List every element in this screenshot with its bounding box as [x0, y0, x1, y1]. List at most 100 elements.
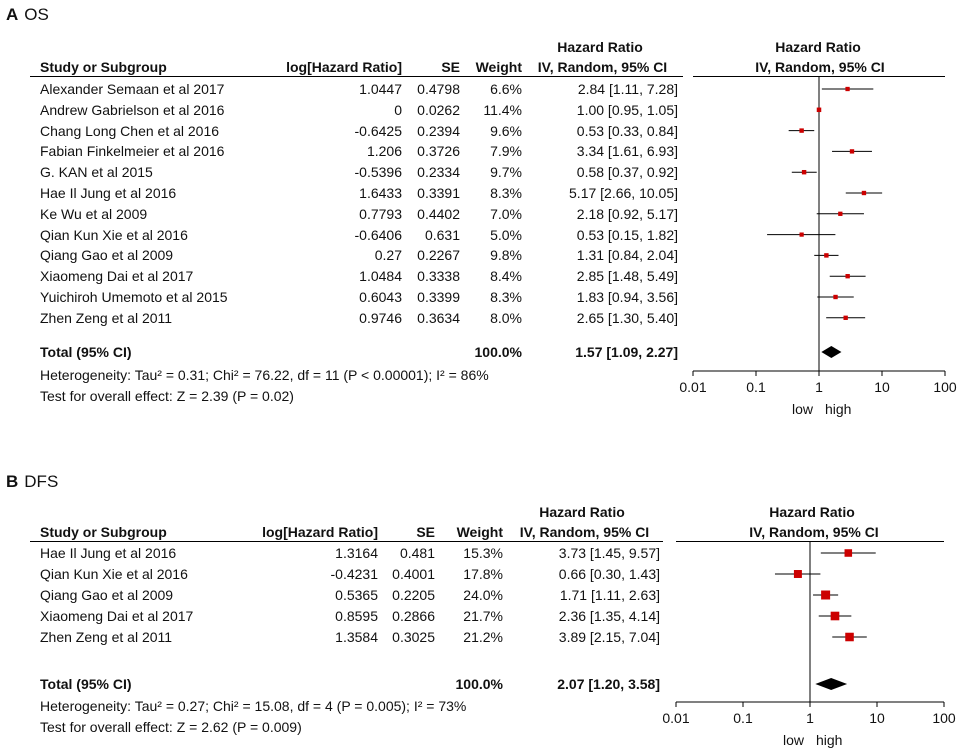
pooled-effect-diamond [821, 346, 842, 358]
se-value: 0.2267 [417, 247, 460, 263]
point-estimate-marker [845, 86, 850, 92]
se-value: 0.2334 [417, 164, 460, 180]
se-value: 0.2205 [392, 587, 435, 603]
study-name: Qian Kun Xie et al 2016 [40, 566, 188, 582]
loghr-value: 1.3164 [335, 545, 378, 561]
ci-value: 1.71 [1.11, 2.63] [559, 587, 660, 603]
loghr-value: 0.9746 [359, 310, 402, 326]
se-value: 0.631 [424, 227, 460, 243]
header-loghr: log[Hazard Ratio] [262, 524, 378, 540]
ci-value: 1.83 [0.94, 3.56] [576, 289, 678, 305]
forest-panel-dfs: B DFS Hazard Ratio Hazard Ratio Study or … [0, 466, 963, 748]
loghr-value: 1.6433 [359, 185, 402, 201]
loghr-value: 0.7793 [359, 206, 402, 222]
weight-value: 5.0% [490, 227, 522, 243]
loghr-value: -0.5396 [354, 164, 402, 180]
loghr-value: 1.206 [366, 143, 402, 159]
forest-plot-os: 0.01 0.1 1 10 100 low high [679, 76, 957, 417]
overall-effect-text: Test for overall effect: Z = 2.62 (P = 0… [40, 719, 302, 735]
se-value: 0.3338 [417, 268, 460, 284]
panel-b-letter: B [6, 472, 19, 491]
study-name: Xiaomeng Dai et al 2017 [40, 268, 194, 284]
loghr-value: 1.3584 [335, 629, 378, 645]
ci-value: 3.34 [1.61, 6.93] [576, 143, 678, 159]
weight-value: 9.7% [490, 164, 522, 180]
ci-value: 2.84 [1.11, 7.28] [577, 81, 678, 97]
point-estimate-marker [816, 107, 822, 113]
x-tick-label: 1 [815, 379, 823, 395]
header-hr-top: Hazard Ratio [539, 504, 625, 520]
weight-value: 6.6% [490, 81, 522, 97]
favours-low-label: low [792, 401, 814, 417]
point-estimate-marker [801, 169, 807, 175]
point-estimate-marker [793, 570, 802, 578]
se-value: 0.4798 [417, 81, 460, 97]
x-tick-label: 1 [806, 710, 814, 726]
header-hr-top: Hazard Ratio [557, 39, 643, 55]
header-hr-sub: IV, Random, 95% CI [537, 59, 668, 75]
study-name: Zhen Zeng et al 2011 [40, 629, 173, 645]
point-estimate-marker [838, 211, 843, 216]
point-estimate-marker [861, 190, 867, 196]
se-value: 0.481 [399, 545, 435, 561]
header-plot-top: Hazard Ratio [775, 39, 861, 55]
study-name: Alexander Semaan et al 2017 [40, 81, 225, 97]
se-value: 0.3391 [417, 185, 460, 201]
panel-b-title: DFS [24, 472, 59, 491]
ci-value: 3.89 [2.15, 7.04] [558, 629, 660, 645]
total-weight: 100.0% [455, 676, 503, 692]
heterogeneity-text: Heterogeneity: Tau² = 0.31; Chi² = 76.22… [40, 367, 489, 383]
panel-b-label: B DFS [6, 472, 58, 492]
se-value: 0.0262 [417, 102, 460, 118]
panel-a-title: OS [24, 5, 49, 24]
study-name: Qiang Gao et al 2009 [40, 247, 174, 263]
weight-value: 21.7% [463, 608, 503, 624]
loghr-value: 0.8595 [335, 608, 378, 624]
ci-value: 0.53 [0.15, 1.82] [576, 227, 678, 243]
study-name: Qian Kun Xie et al 2016 [40, 227, 188, 243]
header-loghr: log[Hazard Ratio] [286, 59, 402, 75]
header-study: Study or Subgroup [40, 59, 167, 75]
header-weight: Weight [475, 59, 522, 75]
x-tick-label: 10 [869, 710, 885, 726]
loghr-value: -0.6425 [354, 123, 402, 139]
ci-value: 0.53 [0.33, 0.84] [576, 123, 678, 139]
weight-value: 7.9% [490, 143, 522, 159]
ci-value: 1.31 [0.84, 2.04] [576, 247, 678, 263]
point-estimate-marker [843, 315, 848, 320]
header-study: Study or Subgroup [40, 524, 167, 540]
loghr-value: 0 [394, 102, 402, 118]
x-tick-label: 0.01 [662, 710, 689, 726]
study-name: G. KAN et al 2015 [40, 164, 153, 180]
loghr-value: 0.27 [374, 247, 402, 263]
ci-value: 2.85 [1.48, 5.49] [576, 268, 678, 284]
x-tick-label: 0.1 [733, 710, 753, 726]
se-value: 0.2866 [392, 608, 435, 624]
weight-value: 11.4% [483, 102, 522, 118]
weight-value: 15.3% [463, 545, 503, 561]
total-ci: 1.57 [1.09, 2.27] [575, 344, 678, 360]
favours-high-label: high [816, 732, 842, 748]
study-name: Xiaomeng Dai et al 2017 [40, 608, 194, 624]
header-se: SE [441, 59, 460, 75]
header-plot-top: Hazard Ratio [769, 504, 855, 520]
study-name: Fabian Finkelmeier et al 2016 [40, 143, 225, 159]
weight-value: 9.8% [490, 247, 522, 263]
se-value: 0.4001 [392, 566, 435, 582]
study-name: Hae Il Jung et al 2016 [40, 545, 177, 561]
weight-value: 8.0% [490, 310, 522, 326]
ci-value: 5.17 [2.66, 10.05] [569, 185, 678, 201]
total-label: Total (95% CI) [40, 676, 132, 692]
point-estimate-marker [821, 590, 831, 600]
se-value: 0.4402 [417, 206, 460, 222]
favours-low-label: low [783, 732, 805, 748]
weight-value: 21.2% [463, 629, 503, 645]
header-se: SE [416, 524, 435, 540]
ci-value: 2.36 [1.35, 4.14] [558, 608, 660, 624]
se-value: 0.3726 [417, 143, 460, 159]
total-ci: 2.07 [1.20, 3.58] [557, 676, 660, 692]
weight-value: 24.0% [463, 587, 503, 603]
weight-value: 8.3% [490, 289, 522, 305]
x-tick-label: 0.01 [679, 379, 706, 395]
forest-plot-dfs: 0.01 0.1 1 10 100 low high [662, 541, 956, 748]
